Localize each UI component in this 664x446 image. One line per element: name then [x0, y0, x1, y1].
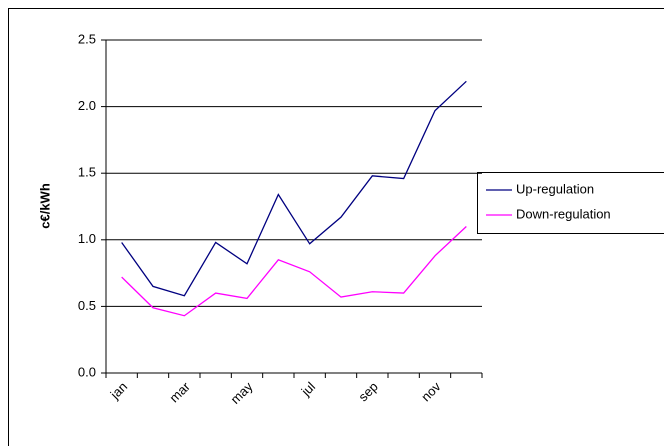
x-tick-label: nov	[418, 379, 444, 405]
legend-label: Up-regulation	[516, 181, 594, 196]
legend	[477, 172, 664, 234]
line	[121, 226, 467, 317]
x-tick-label: jul	[298, 379, 319, 400]
y-tick-label: 2.0	[78, 98, 96, 113]
y-tick-label: 1.0	[78, 231, 96, 246]
y-tick-label: 1.5	[78, 165, 96, 180]
x-tick-label: jan	[107, 379, 131, 403]
y-axis-label: c€/kWh	[37, 183, 52, 229]
y-tick-label: 2.5	[78, 31, 96, 46]
y-tick-label: 0.0	[78, 364, 96, 379]
x-tick-label: sep	[355, 379, 380, 404]
chart-frame	[8, 8, 664, 446]
x-tick-label: may	[228, 379, 256, 407]
line	[121, 80, 467, 297]
y-tick-label: 0.5	[78, 298, 96, 313]
x-tick-label: mar	[166, 378, 193, 405]
legend-label: Down-regulation	[516, 206, 611, 221]
